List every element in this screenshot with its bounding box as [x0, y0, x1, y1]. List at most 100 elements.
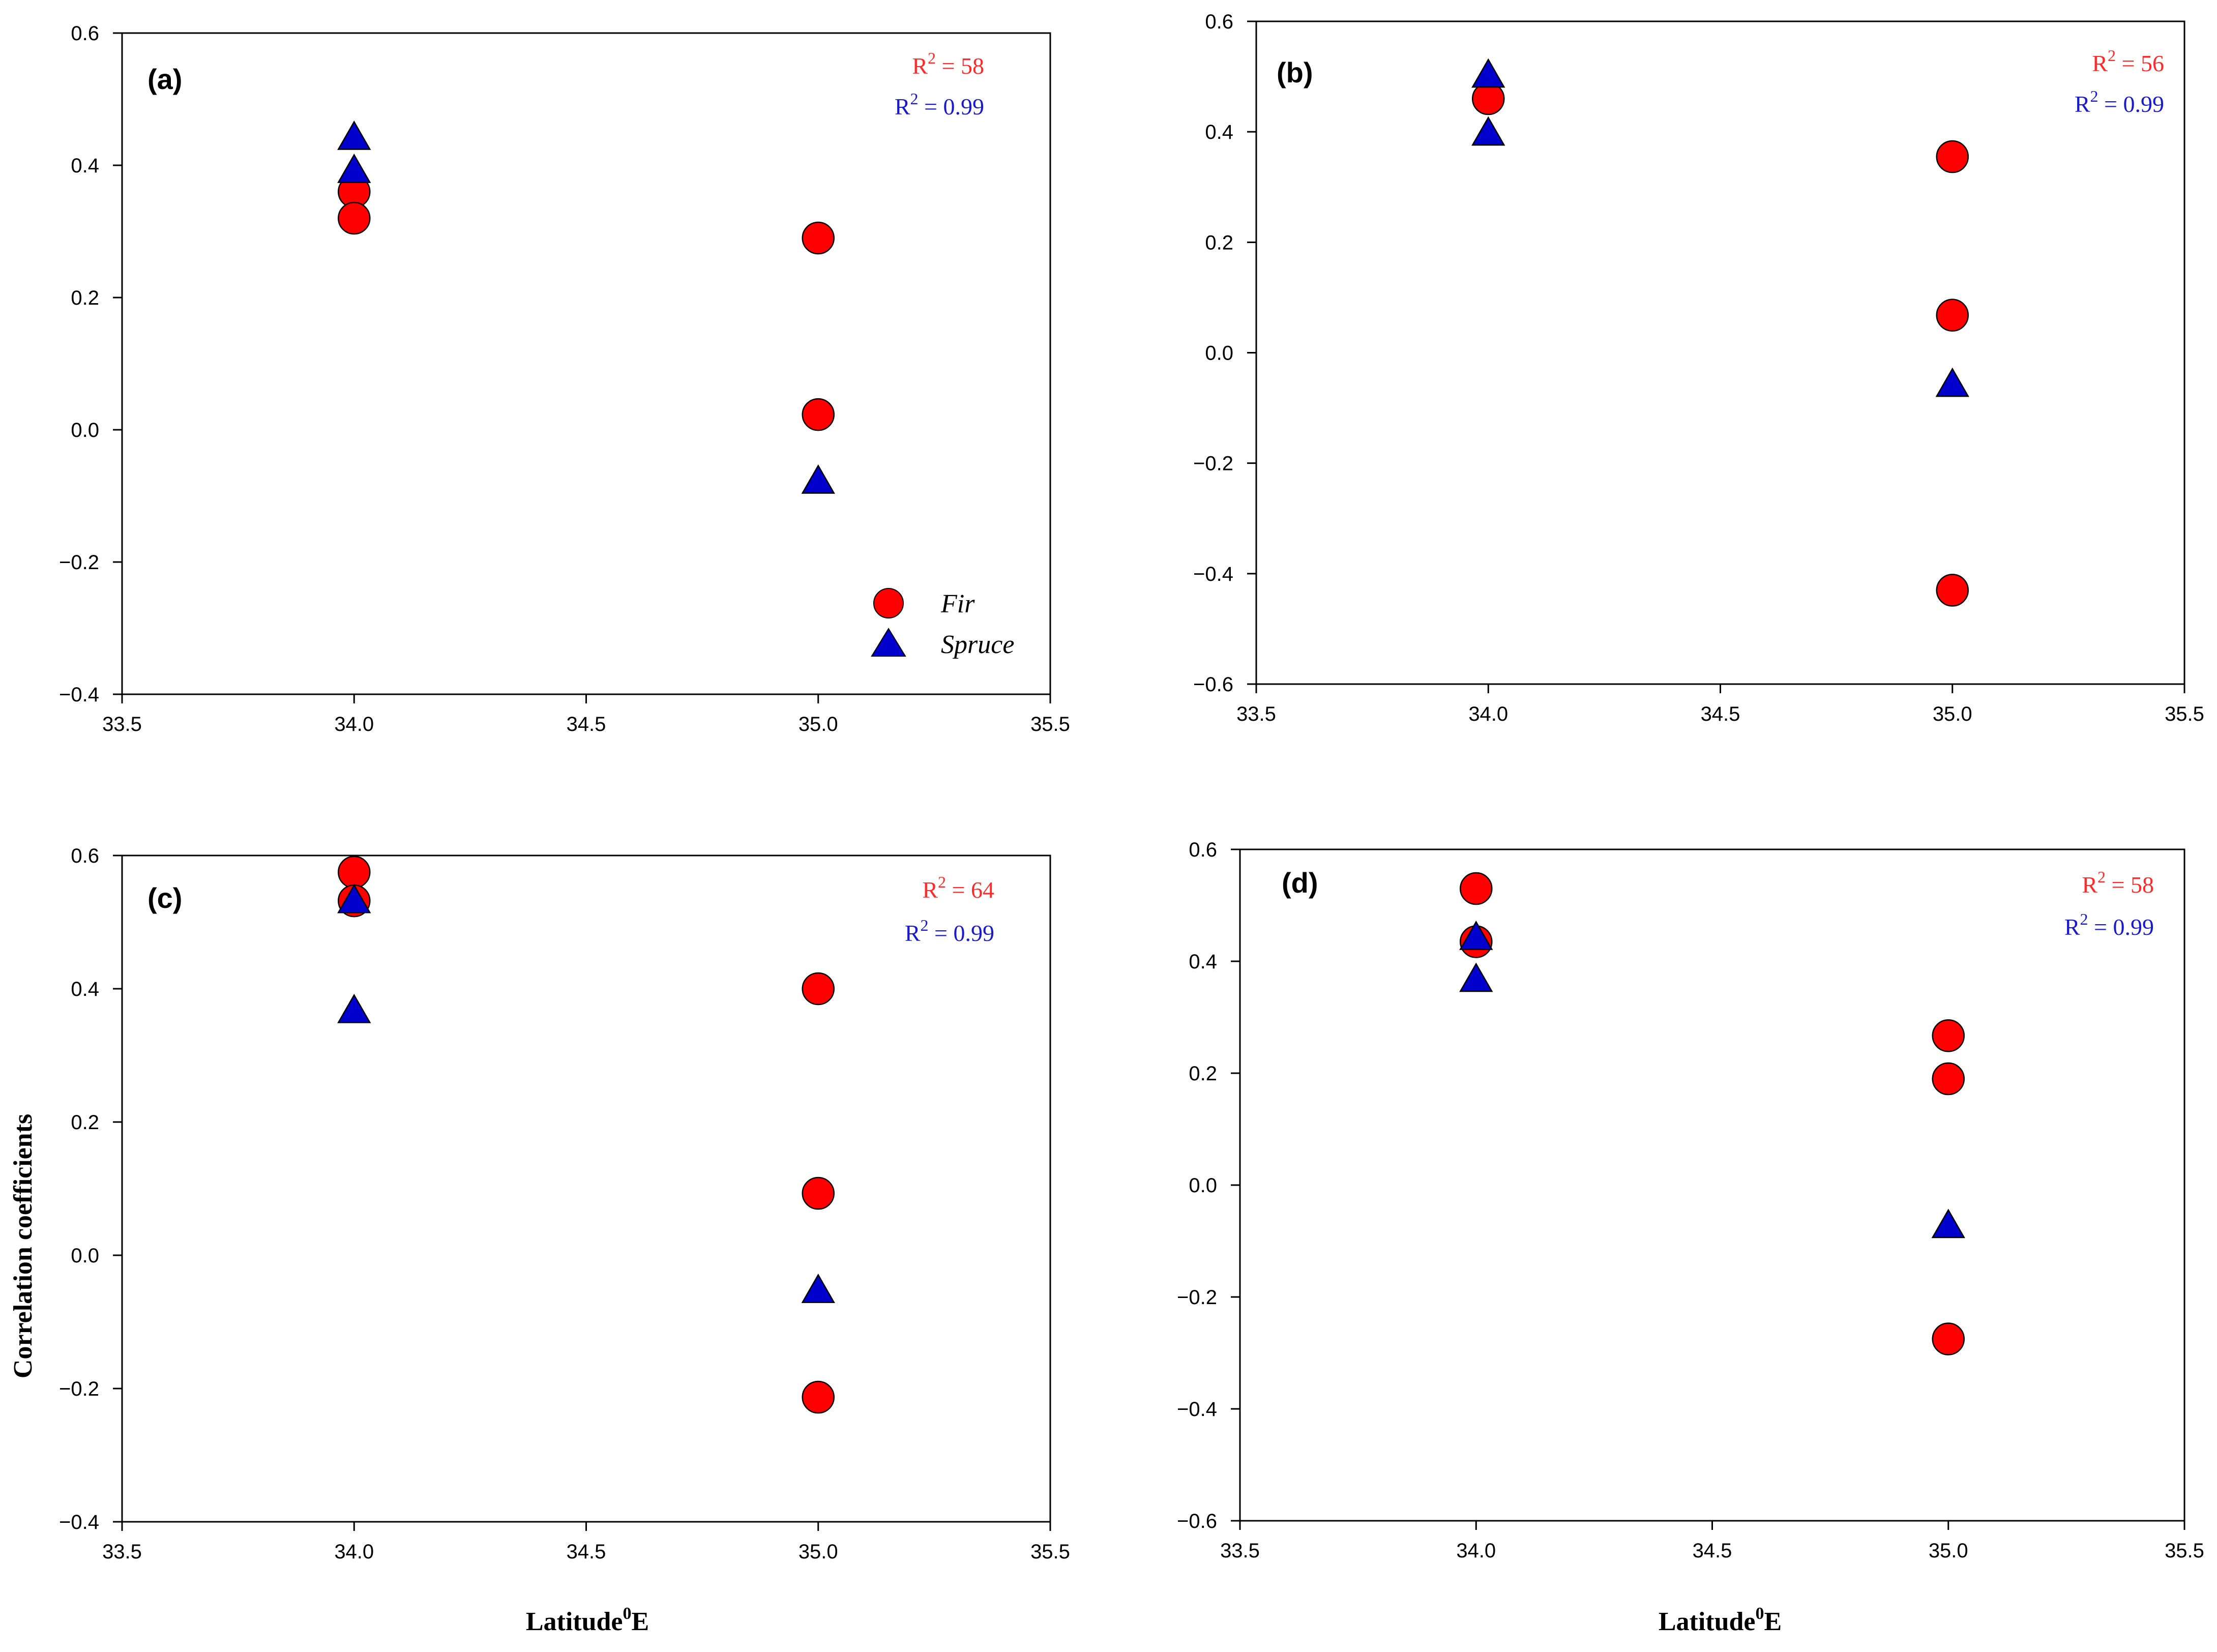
r2-fir-annotation: R2 = 56 — [2092, 46, 2164, 76]
panel-d: 33.5 34.0 34.5 35.0 35.5 −0.6 −0.4 −0.2 0.0 0.2 0.… — [1177, 839, 2204, 1562]
plot-frame — [1255, 20, 2185, 685]
fir-point — [338, 855, 371, 889]
y-tick-label: 0.4 — [1205, 121, 1233, 143]
fir-point — [1932, 1062, 1965, 1096]
panel-label: (c) — [147, 882, 182, 914]
x-tick-label: 35.5 — [2165, 703, 2204, 725]
x-tick-label: 34.5 — [1701, 703, 1740, 725]
x-tick-label: 33.5 — [102, 1541, 142, 1563]
y-tick-label: −0.2 — [59, 551, 99, 574]
y-tick-label: 0.2 — [71, 1111, 99, 1134]
fir-point — [338, 201, 371, 235]
y-tick-label: 0.4 — [71, 978, 99, 1000]
y-tick-label: −0.6 — [1177, 1510, 1217, 1532]
panels: 33.5 34.0 34.5 35.0 35.5 −0.4 −0.2 0.0 0.2 0.4 0.6… — [59, 11, 2204, 1563]
fir-point — [1932, 1019, 1965, 1052]
fir-point — [802, 972, 835, 1006]
y-tick-label: 0.2 — [1189, 1063, 1217, 1085]
legend-fir-label: Fir — [940, 589, 975, 618]
fir-point — [1460, 872, 1493, 905]
y-tick-label: 0.6 — [71, 845, 99, 867]
x-tick-label: 35.0 — [1933, 703, 1972, 725]
legend-spruce-label: Spruce — [941, 630, 1014, 659]
x-tick-label: 34.0 — [334, 713, 374, 735]
x-tick-label: 35.0 — [799, 713, 838, 735]
r2-fir-annotation: R2 = 58 — [912, 49, 984, 79]
spruce-point — [337, 883, 371, 913]
y-tick-label: −0.4 — [1177, 1398, 1217, 1421]
fir-point — [1932, 1322, 1965, 1355]
panel-label: (d) — [1282, 867, 1318, 899]
x-tick-label: 35.0 — [1929, 1540, 1968, 1562]
spruce-point — [1459, 962, 1493, 992]
y-tick-label: 0.4 — [1189, 951, 1217, 973]
y-tick-label: 0.2 — [1205, 231, 1233, 254]
r2-spruce-annotation: R2 = 0.99 — [2064, 910, 2154, 940]
y-axis-title: Correlation coefficients — [9, 1114, 38, 1378]
fir-point — [802, 1380, 835, 1414]
y-tick-label: −0.4 — [59, 1511, 99, 1533]
r2-spruce-annotation: R2 = 0.99 — [895, 90, 984, 120]
fir-point — [802, 1176, 835, 1210]
y-tick-label: −0.4 — [1193, 563, 1233, 585]
y-tick-label: 0.4 — [71, 155, 99, 177]
panel-c: 33.5 34.0 34.5 35.0 35.5 −0.4 −0.2 0.0 0.2 0.4 0.6… — [59, 845, 1070, 1563]
plot-frame — [1239, 848, 2185, 1522]
legend: Fir Spruce — [871, 588, 1014, 659]
x-tick-label: 34.0 — [1468, 703, 1508, 725]
y-tick-label: 0.0 — [1205, 342, 1233, 365]
y-tick-label: 0.6 — [1189, 839, 1217, 861]
r2-fir-annotation: R2 = 58 — [2082, 868, 2154, 898]
x-tick-label: 34.5 — [1693, 1540, 1732, 1562]
y-tick-label: 0.2 — [71, 287, 99, 309]
panel-label: (a) — [147, 63, 182, 95]
spruce-point — [801, 464, 835, 494]
y-tick-label: −0.6 — [1193, 673, 1233, 696]
fir-point — [802, 398, 835, 431]
x-tick-label: 33.5 — [1236, 703, 1276, 725]
spruce-point — [337, 154, 371, 183]
x-axis-title-right: Latitude0E — [1659, 1604, 1782, 1636]
fir-point — [802, 221, 835, 255]
x-axis-title-left: Latitude0E — [526, 1604, 649, 1636]
spruce-point — [337, 121, 371, 150]
fir-point — [1936, 299, 1969, 332]
spruce-point — [1935, 367, 1969, 397]
y-tick-label: 0.6 — [1205, 11, 1233, 33]
fir-point — [1936, 574, 1969, 607]
y-tick-label: −0.2 — [1193, 453, 1233, 475]
x-tick-label: 33.5 — [102, 713, 142, 735]
y-tick-label: −0.2 — [1177, 1286, 1217, 1309]
x-tick-label: 35.5 — [2165, 1540, 2204, 1562]
legend-spruce-marker — [871, 628, 906, 657]
spruce-point — [337, 993, 371, 1023]
y-tick-label: −0.2 — [59, 1378, 99, 1400]
legend-fir-marker — [873, 588, 904, 618]
x-tick-label: 33.5 — [1220, 1540, 1260, 1562]
y-tick-label: 0.0 — [71, 419, 99, 441]
spruce-point — [801, 1274, 835, 1303]
panel-a: 33.5 34.0 34.5 35.0 35.5 −0.4 −0.2 0.0 0.2 0.4 0.6… — [59, 22, 1070, 735]
spruce-point — [1459, 921, 1493, 950]
spruce-point — [1931, 1208, 1965, 1238]
x-tick-label: 34.0 — [334, 1541, 374, 1563]
x-tick-label: 35.5 — [1030, 713, 1070, 735]
x-tick-label: 34.5 — [567, 713, 606, 735]
y-tick-label: 0.0 — [1189, 1174, 1217, 1197]
r2-spruce-annotation: R2 = 0.99 — [2075, 87, 2164, 117]
r2-spruce-annotation: R2 = 0.99 — [905, 916, 994, 946]
panel-label: (b) — [1277, 56, 1313, 88]
spruce-point — [1471, 58, 1505, 88]
x-tick-label: 34.5 — [567, 1541, 606, 1563]
x-tick-label: 35.5 — [1030, 1541, 1070, 1563]
y-tick-label: 0.6 — [71, 22, 99, 45]
spruce-point — [1471, 116, 1505, 146]
panel-b: 33.5 34.0 34.5 35.0 35.5 −0.6 −0.4 −0.2 0.0 0.2 0.… — [1193, 11, 2204, 725]
y-tick-label: −0.4 — [59, 684, 99, 706]
plot-frame — [121, 854, 1051, 1523]
x-tick-label: 35.0 — [799, 1541, 838, 1563]
r2-fir-annotation: R2 = 64 — [922, 873, 994, 903]
fir-point — [1936, 140, 1969, 173]
plot-frame — [121, 32, 1051, 695]
